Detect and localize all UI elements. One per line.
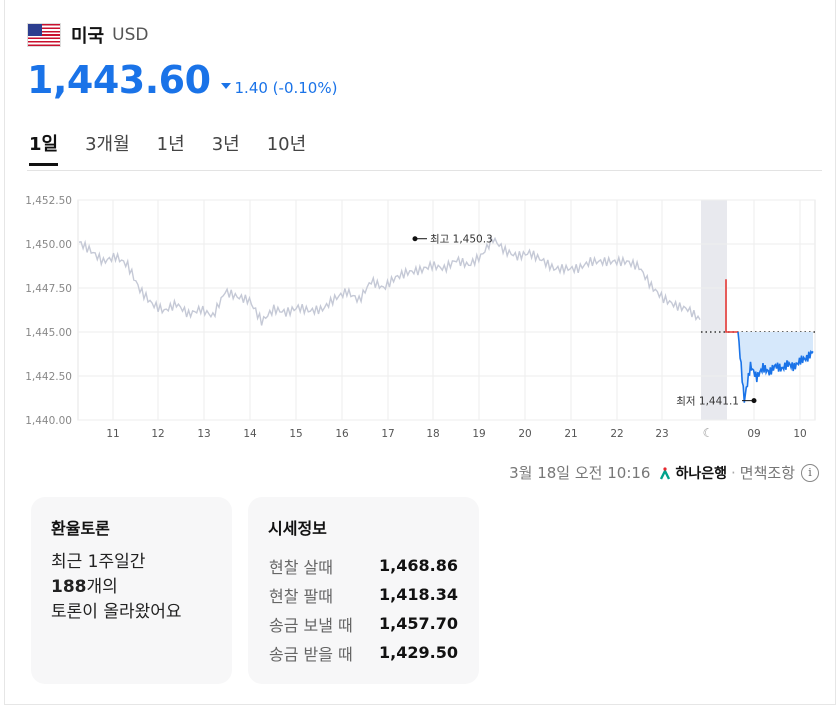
bank-name: 하나은행 xyxy=(675,465,728,482)
forum-title: 환율토론 xyxy=(51,519,110,538)
us-flag-icon xyxy=(27,23,61,47)
info-icon[interactable]: i xyxy=(801,463,819,482)
x-tick-label: 13 xyxy=(197,428,210,440)
high-label: 최고 1,450.3 xyxy=(430,234,493,246)
tab-1y[interactable]: 1년 xyxy=(156,134,185,155)
separator-dot: · xyxy=(731,463,736,482)
forum-count-line: 188개의 xyxy=(51,575,182,600)
today-series-line xyxy=(737,331,814,403)
rate-row: 현찰 살때 1,468.86 xyxy=(269,551,458,580)
x-tick-label: 20 xyxy=(518,428,531,440)
y-tick-label: 1,442.50 xyxy=(25,371,72,383)
x-tick-label: 22 xyxy=(610,428,623,440)
rate-label: 송금 받을 때 xyxy=(269,644,353,664)
night-band xyxy=(701,200,727,420)
x-tick-label: 19 xyxy=(472,428,485,440)
bank-logo: 하나은행 xyxy=(658,463,727,483)
rate-label: 송금 보낼 때 xyxy=(269,615,353,635)
x-tick-label: 18 xyxy=(426,428,439,440)
rate-value: 1,418.34 xyxy=(379,585,458,604)
rate-row: 송금 보낼 때 1,457.70 xyxy=(269,609,458,638)
rates-title: 시세정보 xyxy=(268,519,327,538)
tab-10y[interactable]: 10년 xyxy=(266,134,307,155)
low-label: 최저 1,441.1 xyxy=(676,396,739,408)
source-bar: 3월 18일 오전 10:16 하나은행 · 면책조항 i xyxy=(509,462,819,483)
x-tick-label: 23 xyxy=(655,428,668,440)
tabs-divider xyxy=(27,170,822,171)
exchange-rate-chart[interactable]: 1,452.50 1,450.00 1,447.50 1,445.00 1,442.50… xyxy=(0,180,839,450)
currency-code: USD xyxy=(112,25,149,45)
x-tick-label: 21 xyxy=(564,428,577,440)
x-tick-label: 16 xyxy=(335,428,349,440)
previous-series-line xyxy=(78,234,701,326)
tab-3y[interactable]: 3년 xyxy=(211,134,240,155)
country-name: 미국 xyxy=(71,26,105,47)
x-tick-label: 11 xyxy=(106,428,119,440)
down-triangle-icon xyxy=(220,83,231,89)
rates-list: 현찰 살때 1,468.86 현찰 팔때 1,418.34 송금 보낼 때 1,… xyxy=(269,551,458,667)
price-row: 1,443.60 1.40 (-0.10%) xyxy=(27,58,337,102)
rate-label: 현찰 살때 xyxy=(269,557,333,577)
rate-change: 1.40 (-0.10%) xyxy=(234,79,338,97)
current-rate: 1,443.60 xyxy=(27,58,211,102)
moon-icon: ☾ xyxy=(703,426,714,440)
period-tabs: 1일 3개월 1년 3년 10년 xyxy=(29,130,333,166)
rates-card: 시세정보 현찰 살때 1,468.86 현찰 팔때 1,418.34 송금 보낼… xyxy=(248,497,479,684)
y-tick-label: 1,450.00 xyxy=(25,239,72,251)
x-tick-label: 14 xyxy=(243,428,257,440)
rate-label: 현찰 팔때 xyxy=(269,586,333,606)
today-open-line xyxy=(725,279,738,333)
x-tick-label: 12 xyxy=(151,428,164,440)
forum-count-suffix: 개의 xyxy=(86,577,118,597)
today-area-fill xyxy=(738,332,813,403)
rate-value: 1,457.70 xyxy=(379,614,458,633)
tab-1d[interactable]: 1일 xyxy=(29,130,59,166)
x-tick-label: 17 xyxy=(381,428,394,440)
rate-row: 송금 받을 때 1,429.50 xyxy=(269,638,458,667)
hana-logo-icon xyxy=(658,466,672,480)
forum-count: 188 xyxy=(51,577,87,597)
x-tick-label: 10 xyxy=(793,428,806,440)
rate-value: 1,429.50 xyxy=(379,643,458,662)
y-tick-label: 1,440.00 xyxy=(25,415,72,427)
x-tick-label: 09 xyxy=(747,428,760,440)
y-tick-label: 1,445.00 xyxy=(25,327,72,339)
y-tick-label: 1,452.50 xyxy=(25,195,72,207)
rate-value: 1,468.86 xyxy=(379,556,458,575)
forum-summary: 최근 1주일간 188개의 토론이 올라왔어요 xyxy=(51,550,182,625)
y-tick-label: 1,447.50 xyxy=(25,283,72,295)
rate-row: 현찰 팔때 1,418.34 xyxy=(269,580,458,609)
disclaimer-link[interactable]: 면책조항 xyxy=(739,464,795,482)
tab-3m[interactable]: 3개월 xyxy=(85,134,130,155)
forum-card[interactable]: 환율토론 최근 1주일간 188개의 토론이 올라왔어요 xyxy=(31,497,232,684)
card-frame xyxy=(4,0,836,705)
forum-period: 최근 1주일간 xyxy=(51,552,146,572)
x-tick-label: 15 xyxy=(289,428,302,440)
currency-header: 미국 USD xyxy=(27,22,148,48)
forum-message: 토론이 올라왔어요 xyxy=(51,602,182,622)
update-time: 3월 18일 오전 10:16 xyxy=(509,464,651,482)
